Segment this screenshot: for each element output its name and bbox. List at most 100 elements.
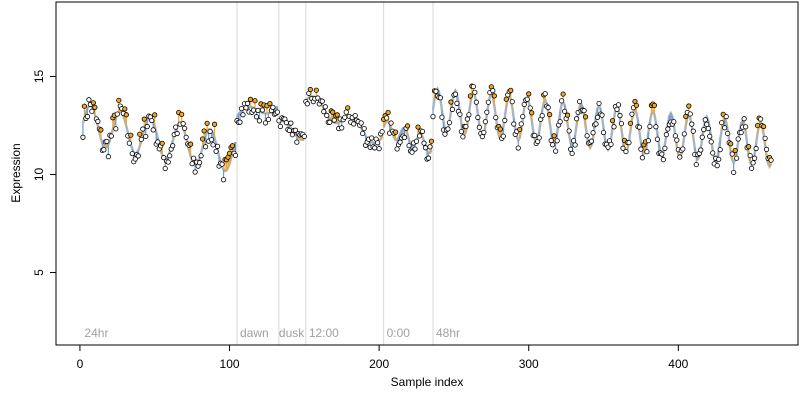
data-point (452, 91, 459, 97)
data-point (460, 134, 466, 140)
data-point (384, 115, 390, 121)
data-point (425, 155, 432, 161)
data-point (92, 104, 98, 110)
data-point (322, 104, 328, 110)
data-point (345, 105, 351, 111)
data-point (708, 139, 714, 145)
data-point (660, 157, 666, 163)
data-point (569, 150, 575, 157)
data-point (633, 102, 640, 109)
data-point (614, 106, 620, 112)
data-point (292, 127, 298, 133)
data-point (276, 118, 282, 124)
data-point (412, 146, 418, 152)
data-point (419, 128, 426, 135)
data-point (122, 106, 128, 112)
data-point (202, 144, 209, 150)
data-point (152, 112, 158, 118)
data-point (600, 129, 607, 136)
data-point (358, 120, 364, 126)
data-point (508, 87, 514, 93)
phase-label: 24hr (84, 326, 108, 340)
data-point (232, 152, 239, 159)
data-point (502, 117, 508, 124)
data-point (615, 102, 622, 108)
data-point (259, 107, 266, 113)
data-point (182, 125, 188, 131)
data-point (686, 103, 692, 109)
data-point (192, 169, 198, 175)
data-point (491, 93, 497, 99)
data-point (173, 124, 179, 130)
data-point (651, 102, 657, 108)
data-point (229, 143, 236, 149)
y-tick-label: 10 (32, 167, 46, 181)
data-point (211, 121, 218, 127)
data-point (662, 145, 668, 151)
data-point (524, 96, 530, 102)
data-point (503, 96, 509, 102)
data-point (596, 100, 602, 107)
data-point (385, 109, 391, 116)
data-point (719, 120, 725, 126)
data-point (532, 132, 538, 139)
data-point (705, 125, 711, 132)
data-point (566, 128, 572, 134)
data-point (179, 111, 185, 117)
data-point (663, 132, 669, 138)
data-point (253, 114, 260, 120)
phase-labels: 24hr dawn dusk 12:00 0:00 48hr (84, 326, 460, 340)
data-point (439, 114, 445, 120)
data-point (752, 155, 758, 161)
data-point (484, 109, 490, 115)
data-point (244, 100, 251, 106)
data-point (629, 111, 635, 117)
data-point (454, 100, 460, 106)
data-point (654, 136, 660, 142)
data-point (475, 114, 481, 121)
data-point (262, 120, 269, 126)
data-point (599, 112, 605, 118)
data-point (490, 88, 496, 94)
phase-label: 12:00 (309, 326, 339, 340)
data-point (129, 151, 135, 157)
data-point (313, 87, 319, 93)
data-point (237, 119, 243, 125)
data-point (716, 156, 722, 162)
data-point (473, 99, 479, 105)
data-point (743, 124, 749, 130)
data-point (672, 133, 678, 139)
data-point (324, 112, 330, 118)
data-point (485, 99, 491, 105)
data-point (243, 105, 249, 111)
data-point (392, 129, 399, 135)
data-point (343, 109, 349, 115)
data-point (500, 133, 506, 139)
data-point (372, 145, 378, 151)
data-point (665, 126, 671, 132)
data-point (758, 116, 764, 122)
data-point (690, 128, 696, 134)
data-point (277, 123, 283, 130)
data-point (226, 150, 233, 156)
data-point (763, 146, 770, 153)
data-point (738, 129, 744, 136)
data-point (204, 120, 210, 126)
data-point (467, 93, 473, 99)
data-point (388, 120, 394, 126)
data-point (565, 112, 571, 118)
data-point (144, 123, 150, 130)
data-point (509, 99, 515, 105)
data-point (472, 89, 478, 95)
data-point (351, 121, 357, 127)
data-point (116, 97, 122, 103)
data-point (448, 99, 454, 105)
data-point (481, 129, 487, 136)
data-point (677, 154, 683, 160)
data-point (493, 114, 499, 121)
data-point (188, 141, 194, 147)
data-point (288, 120, 294, 126)
y-axis: 5 10 15 (32, 69, 56, 276)
x-tick-label: 0 (77, 357, 84, 371)
data-point (755, 122, 761, 129)
